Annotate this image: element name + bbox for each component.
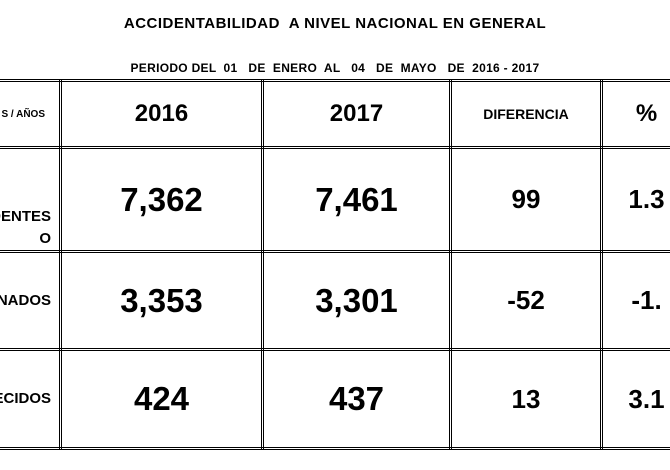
table-col-rule-1: [59, 79, 62, 450]
cell-2016-row1: 7,362: [120, 180, 203, 218]
header-percent: %: [635, 100, 658, 127]
report-period: PERIODO DEL 01 DE ENERO AL 04 DE MAYO DE…: [130, 61, 540, 75]
row-label-line: DENTES: [0, 208, 51, 225]
table-rule-header: [0, 146, 670, 149]
cell-2016-row2: 3,353: [120, 281, 203, 319]
accident-table: S / AÑOS 2016 2017 DIFERENCIA % DENTES O…: [0, 79, 670, 450]
row-label-line: O: [39, 230, 51, 247]
cell-2017-row1: 7,461: [315, 180, 398, 218]
cell-pct-row2: -1.: [631, 285, 662, 315]
cell-diff-row3: 13: [511, 383, 541, 414]
cell-diff-row1: 99: [511, 184, 541, 214]
header-2016: 2016: [134, 100, 189, 127]
table-rule-top: [0, 79, 670, 82]
header-diferencia: DIFERENCIA: [483, 106, 569, 122]
cell-pct-row3: 3.1: [628, 383, 665, 414]
table-rule-bottom: [0, 447, 670, 450]
row-label-lesionados: ONADOS: [0, 291, 51, 309]
cell-diff-row2: -52: [507, 285, 545, 315]
table-rule-row1: [0, 250, 670, 253]
report-title: ACCIDENTABILIDAD A NIVEL NACIONAL EN GEN…: [123, 15, 547, 32]
cell-2017-row2: 3,301: [315, 281, 398, 319]
cell-2017-row3: 437: [328, 380, 385, 417]
row-label-accidentes: DENTES O: [0, 149, 59, 250]
header-2017: 2017: [329, 100, 384, 127]
cell-2016-row3: 424: [133, 380, 190, 417]
table-col-rule-4: [600, 79, 603, 450]
cell-pct-row1: 1.3: [628, 184, 665, 214]
table-rule-row2: [0, 348, 670, 351]
table-col-rule-3: [449, 79, 452, 450]
table-col-rule-2: [261, 79, 264, 450]
row-label-fallecidos: ECIDOS: [0, 390, 51, 407]
header-concept: S / AÑOS: [1, 108, 45, 120]
